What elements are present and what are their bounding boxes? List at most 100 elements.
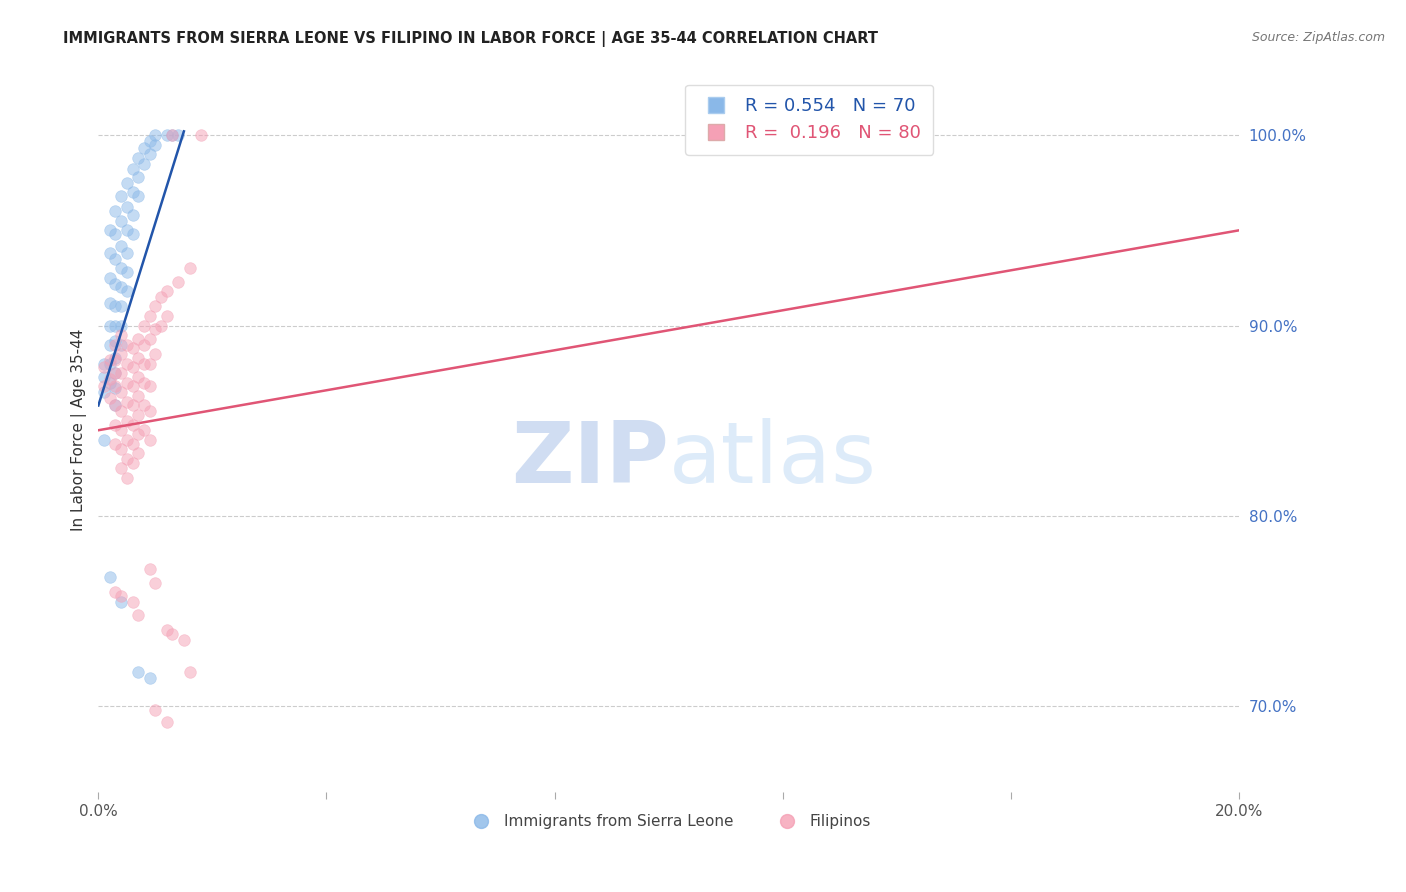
Point xyxy=(145,137,167,152)
Point xyxy=(115,176,138,190)
Point xyxy=(110,461,132,475)
Point xyxy=(110,280,132,294)
Point xyxy=(110,337,132,351)
Point xyxy=(127,351,149,365)
Point xyxy=(145,575,167,590)
Point xyxy=(98,352,121,367)
Point xyxy=(156,623,179,637)
Point xyxy=(115,471,138,485)
Point xyxy=(132,376,155,390)
Point xyxy=(110,347,132,361)
Point xyxy=(104,381,127,395)
Point xyxy=(104,227,127,241)
Point xyxy=(104,252,127,266)
Legend: Immigrants from Sierra Leone, Filipinos: Immigrants from Sierra Leone, Filipinos xyxy=(460,808,877,835)
Point xyxy=(98,318,121,333)
Point xyxy=(104,366,127,380)
Point xyxy=(127,389,149,403)
Point xyxy=(138,404,160,418)
Point xyxy=(156,714,179,729)
Point xyxy=(121,360,143,375)
Point xyxy=(162,627,184,641)
Point xyxy=(98,357,121,371)
Point xyxy=(110,328,132,343)
Point xyxy=(138,357,160,371)
Point xyxy=(132,357,155,371)
Point xyxy=(98,295,121,310)
Point xyxy=(115,337,138,351)
Point xyxy=(115,265,138,279)
Point xyxy=(138,332,160,346)
Point xyxy=(110,423,132,437)
Point xyxy=(110,404,132,418)
Point xyxy=(104,399,127,413)
Point xyxy=(190,128,212,143)
Point xyxy=(150,290,173,304)
Point xyxy=(93,357,115,371)
Point xyxy=(145,703,167,717)
Point xyxy=(167,128,190,143)
Point xyxy=(110,594,132,608)
Point xyxy=(138,147,160,161)
Point xyxy=(104,351,127,365)
Point xyxy=(104,352,127,367)
Point xyxy=(98,337,121,351)
Point xyxy=(145,300,167,314)
Point xyxy=(121,417,143,432)
Point xyxy=(121,379,143,393)
Point xyxy=(115,201,138,215)
Point xyxy=(110,318,132,333)
Point xyxy=(115,223,138,237)
Point xyxy=(173,632,195,647)
Point xyxy=(156,128,179,143)
Text: IMMIGRANTS FROM SIERRA LEONE VS FILIPINO IN LABOR FORCE | AGE 35-44 CORRELATION : IMMIGRANTS FROM SIERRA LEONE VS FILIPINO… xyxy=(63,31,879,47)
Y-axis label: In Labor Force | Age 35-44: In Labor Force | Age 35-44 xyxy=(72,329,87,532)
Point xyxy=(145,347,167,361)
Point xyxy=(162,128,184,143)
Point xyxy=(110,238,132,252)
Point xyxy=(93,433,115,447)
Point xyxy=(98,570,121,584)
Point xyxy=(132,423,155,437)
Point xyxy=(132,141,155,155)
Point xyxy=(132,399,155,413)
Point xyxy=(127,665,149,679)
Point xyxy=(98,376,121,390)
Point xyxy=(98,223,121,237)
Point xyxy=(110,300,132,314)
Point xyxy=(121,436,143,450)
Point xyxy=(104,417,127,432)
Point xyxy=(93,360,115,375)
Point xyxy=(115,357,138,371)
Point xyxy=(138,309,160,323)
Point xyxy=(104,337,127,351)
Point xyxy=(115,451,138,466)
Point xyxy=(104,318,127,333)
Point xyxy=(121,342,143,356)
Point xyxy=(121,162,143,177)
Point xyxy=(145,128,167,143)
Point xyxy=(104,277,127,291)
Point xyxy=(138,379,160,393)
Point xyxy=(93,379,115,393)
Point xyxy=(127,446,149,460)
Point xyxy=(138,562,160,576)
Point xyxy=(98,246,121,260)
Point xyxy=(138,433,160,447)
Point xyxy=(121,594,143,608)
Point xyxy=(104,334,127,348)
Point xyxy=(127,408,149,422)
Point xyxy=(121,208,143,222)
Point xyxy=(110,366,132,380)
Point xyxy=(93,370,115,384)
Point xyxy=(104,300,127,314)
Point xyxy=(127,332,149,346)
Point xyxy=(138,134,160,148)
Point xyxy=(93,385,115,400)
Point xyxy=(162,128,184,143)
Point xyxy=(156,285,179,299)
Point xyxy=(132,157,155,171)
Point xyxy=(110,385,132,400)
Point xyxy=(132,337,155,351)
Point xyxy=(104,436,127,450)
